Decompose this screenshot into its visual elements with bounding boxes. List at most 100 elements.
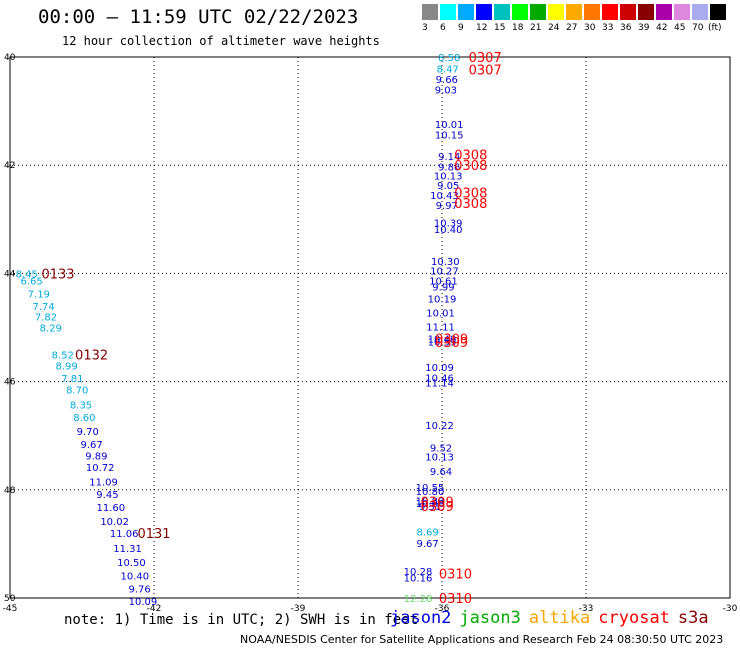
wave-height-value: 11.31 — [113, 544, 142, 555]
wave-height-value: 8.60 — [73, 413, 95, 424]
pass-time-label: 0307 — [469, 63, 502, 78]
pass-time-label: 0310 — [439, 568, 472, 583]
legend-altika: altika — [528, 608, 591, 628]
lat-tick-label: 50 — [4, 594, 16, 604]
wave-height-value: 9.14 — [438, 152, 460, 163]
wave-height-value: 10.13 — [425, 452, 454, 463]
scale-label: 27 — [566, 23, 578, 33]
wave-height-value: 10.01 — [426, 308, 455, 319]
wave-height-value: 10.55 — [416, 483, 445, 494]
wave-height-value: 8.69 — [416, 527, 438, 538]
satellite-legend: jason2 jason3 altika cryosat s3a — [390, 608, 717, 628]
wave-height-value: 9.97 — [436, 201, 458, 212]
wave-height-value: 8.47 — [437, 64, 459, 75]
map-frame — [9, 56, 731, 599]
wave-height-value: 11.09 — [89, 478, 118, 489]
wave-height-value: 10.15 — [435, 130, 464, 141]
wave-height-value: 9.64 — [430, 467, 452, 478]
wave-height-value: 10.16 — [404, 573, 433, 584]
legend-jason2: jason2 — [390, 608, 452, 628]
scale-label: 3 — [422, 23, 428, 33]
pass-time-label: 0131 — [137, 527, 170, 542]
pass-time-label: 0309 — [435, 336, 468, 351]
wave-height-value: 9.03 — [435, 85, 457, 96]
scale-swatch — [692, 4, 708, 20]
wave-height-value: 10.50 — [117, 558, 146, 569]
scale-label: (ft) — [708, 23, 722, 33]
pass-time-label: 0310 — [439, 592, 472, 607]
wave-height-value: 10.89 — [416, 497, 445, 508]
wave-height-value: 10.59 — [428, 338, 457, 349]
lat-tick-label: 48 — [4, 486, 16, 496]
pass-time-label: 0309 — [421, 496, 454, 511]
map-title: 00:00 – 11:59 UTC 02/22/2023 — [38, 6, 359, 28]
wave-height-value: 8.45 — [16, 269, 38, 280]
scale-label: 39 — [638, 23, 650, 33]
wave-height-value: 10.27 — [430, 267, 459, 278]
scale-label: 18 — [512, 23, 524, 33]
wave-height-value: 10.49 — [428, 334, 457, 345]
wave-height-value: 8.70 — [66, 386, 88, 397]
scale-swatch — [602, 4, 618, 20]
wave-height-value: 7.19 — [28, 289, 50, 300]
scale-swatch — [566, 4, 582, 20]
wave-height-value: 10.40 — [434, 225, 463, 236]
scale-swatch — [512, 4, 528, 20]
wave-height-value: 10.30 — [431, 257, 460, 268]
wave-height-value: 10.72 — [86, 463, 115, 474]
lon-tick-label: -39 — [291, 604, 306, 614]
wave-height-value: 7.81 — [61, 374, 83, 385]
scale-swatch — [530, 4, 546, 20]
scale-label: 30 — [584, 23, 596, 33]
wave-height-value: 8.52 — [52, 351, 74, 362]
wave-height-value: 8.99 — [56, 361, 78, 372]
wave-height-value: 7.74 — [32, 302, 54, 313]
lon-tick-label: -30 — [723, 604, 738, 614]
scale-swatch — [494, 4, 510, 20]
lat-tick-label: 44 — [4, 269, 16, 279]
wave-height-value: 10.09 — [425, 363, 454, 374]
pass-time-label: 0308 — [454, 159, 487, 174]
wave-height-value: 10.13 — [434, 171, 463, 182]
wave-height-value: 9.86 — [438, 162, 460, 173]
legend-jason3: jason3 — [459, 608, 521, 628]
wave-height-value: 8.29 — [40, 324, 62, 335]
wave-height-value: 11.11 — [426, 322, 455, 333]
wave-height-value: 10.19 — [428, 294, 457, 305]
lon-tick-label: -33 — [579, 604, 594, 614]
scale-label: 33 — [602, 23, 614, 33]
wave-height-value: 10.86 — [416, 499, 445, 510]
wave-height-value: 9.99 — [432, 282, 454, 293]
map-subtitle: 12 hour collection of altimeter wave hei… — [62, 34, 380, 48]
wave-height-value: 10.22 — [425, 421, 454, 432]
scale-label: 21 — [530, 23, 542, 33]
scale-swatch — [422, 4, 438, 20]
scale-swatch — [638, 4, 654, 20]
units-note: note: 1) Time is in UTC; 2) SWH is in fe… — [64, 612, 419, 628]
scale-swatch — [548, 4, 564, 20]
scale-label: 24 — [548, 23, 560, 33]
wave-height-value: 9.66 — [436, 75, 458, 86]
scale-swatch — [440, 4, 456, 20]
wave-height-value: 10.46 — [425, 373, 454, 384]
scale-label: 9 — [458, 23, 464, 33]
wave-height-value: 8.35 — [70, 400, 92, 411]
pass-time-label: 0307 — [469, 51, 502, 66]
scale-label: 42 — [656, 23, 668, 33]
wave-height-value: 12.28 — [404, 594, 433, 605]
wave-height-value: 10.39 — [434, 219, 463, 230]
wave-height-value: 11.14 — [425, 379, 454, 390]
wave-height-value: 9.31 — [419, 502, 441, 513]
wave-height-value: 11.06 — [110, 529, 139, 540]
wave-height-value: 8.58 — [438, 53, 460, 64]
scale-swatch — [656, 4, 672, 20]
wave-height-value: 10.40 — [120, 571, 149, 582]
wave-height-value: 10.61 — [429, 276, 458, 287]
lat-tick-label: 46 — [4, 378, 16, 388]
scale-label: 70 — [692, 23, 704, 33]
wave-height-value: 9.67 — [80, 440, 102, 451]
lat-tick-label: 42 — [4, 161, 15, 171]
lon-tick-label: -45 — [3, 604, 18, 614]
scale-label: 6 — [440, 23, 446, 33]
scale-swatch — [458, 4, 474, 20]
